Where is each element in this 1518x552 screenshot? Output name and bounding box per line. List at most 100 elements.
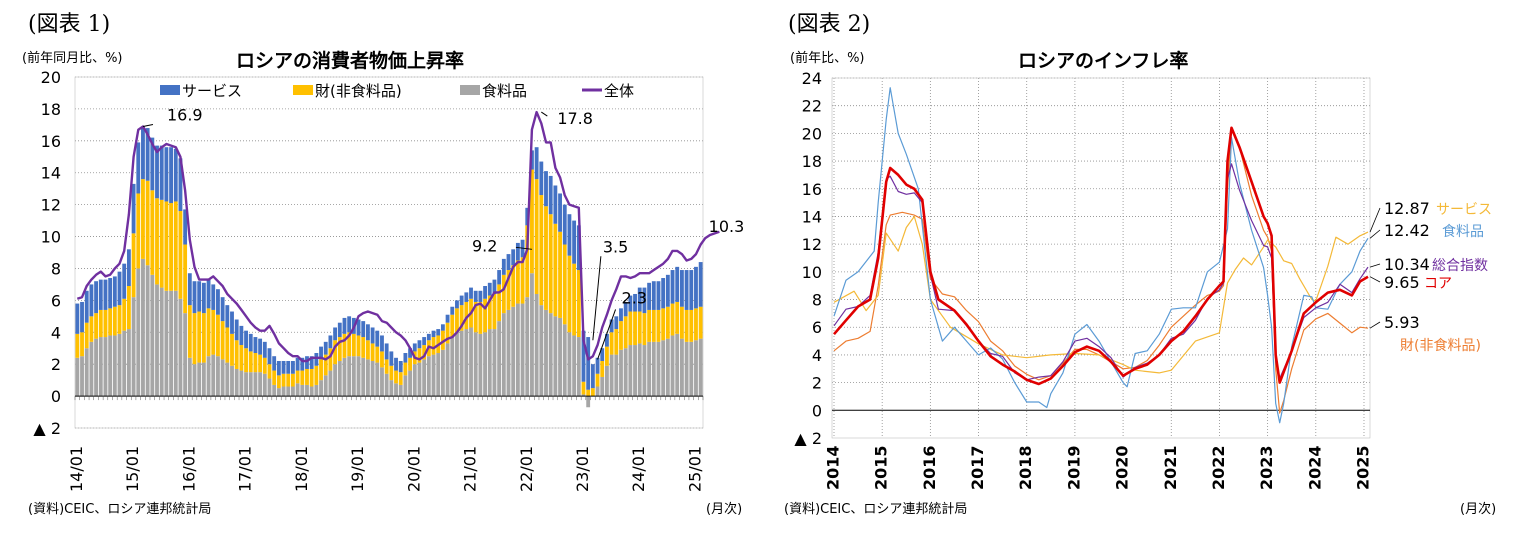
bar-segment [661,340,666,397]
bar-segment [122,298,127,331]
bar-segment [150,190,155,275]
y-tick-label: 6 [812,318,822,337]
bar-segment [389,365,394,381]
bar-segment [314,353,319,366]
bar-segment [178,211,183,299]
bar-segment [558,193,562,232]
x-tick-label: 2016 [920,445,939,490]
bar-segment [530,150,534,170]
bar-segment [483,298,487,333]
bar-segment [642,345,647,397]
bar-segment [492,329,497,397]
bar-segment [408,357,413,371]
bar-segment [431,330,436,338]
bar-segment [155,198,159,285]
bar-segment [89,341,94,397]
bar-segment [150,137,155,191]
bar-segment [216,289,220,315]
annotation-label: 2.3 [622,288,647,307]
bar-segment [75,333,80,358]
bar-segment [122,263,127,299]
bar-segment [225,305,230,328]
bar-segment [670,270,675,304]
bar-segment [305,356,309,369]
bar-segment [576,337,581,397]
bar-segment [440,349,445,397]
bar-segment [445,343,450,397]
bar-segment [511,265,516,307]
end-value-label: 12.87 [1384,199,1430,218]
bar-segment [539,195,544,306]
unit-label: (前年比、%) [790,51,865,66]
figure-label: (図表 2) [788,12,871,37]
bar-segment [478,290,483,302]
bar-segment [633,311,637,346]
x-tick-label: 21/01 [461,446,480,492]
bar-segment [675,266,680,302]
bar-segment [487,282,492,296]
y-tick-label: 10 [802,263,822,282]
bar-segment [361,337,366,358]
bar-segment [150,274,155,397]
bar-segment [342,317,347,334]
y-tick-label: 8 [812,291,822,310]
end-value-label: 10.34 [1384,255,1430,274]
bar-segment [220,359,225,397]
bar-segment [201,282,206,314]
bar-segment [501,274,506,314]
bar-segment [647,309,652,342]
bar-segment [600,376,605,397]
bar-segment [637,311,642,344]
bar-segment [679,306,684,339]
bar-segment [544,206,548,310]
bar-segment [562,324,567,397]
bar-segment [323,341,328,355]
bar-segment [455,308,459,333]
bar-segment [478,301,483,334]
bar-segment [305,368,309,385]
bar-segment [361,357,366,397]
y-tick-label: 18 [41,100,61,119]
bar-segment [253,372,258,397]
annotation-leader [515,246,533,250]
figure-2-panel: (図表 2) (前年比、%) ロシアのインフレ率 ▲ 2 0 2 4 6 8 10 12 14 1… [760,0,1518,552]
bar-segment [84,348,89,397]
bar-segment [394,357,398,371]
bar-segment [647,282,652,310]
bar-segment [248,351,253,373]
bar-segment [80,301,84,333]
series-name-label: 財(非食料品) [1400,337,1481,354]
bar-segment [230,311,234,334]
plot-frame [831,77,1371,439]
bar-segment [412,364,417,397]
bar-segment [572,335,577,397]
figure-label: (図表 1) [28,12,111,37]
bar-segment [609,332,614,355]
legend-label: 食料品 [482,82,527,100]
bar-segment [286,386,291,397]
bar-segment [380,367,384,397]
bar-segment [384,343,389,360]
bar-segment [309,386,314,397]
bar-segment [375,330,380,347]
annotation-label: 16.9 [167,105,203,124]
bar-segment [164,201,169,291]
bar-segment [145,180,150,266]
bar-segment [572,263,577,336]
bar-segment [319,359,323,381]
bar-segment [651,281,656,310]
bar-segment [267,378,272,397]
bar-segment [384,373,389,397]
bar-segment [614,354,619,397]
bar-segment [258,338,263,355]
bar-segment [347,356,352,397]
label-leader [1369,276,1381,283]
bar-segment [619,321,623,350]
annotation-label: 3.5 [603,237,628,256]
bar-segment [126,329,131,397]
bar-segment [605,346,609,366]
bar-segment [169,203,173,291]
y-tick-label: 2 [812,374,822,393]
x-tick-label: 2022 [1209,445,1228,490]
bar-segment [455,332,459,397]
